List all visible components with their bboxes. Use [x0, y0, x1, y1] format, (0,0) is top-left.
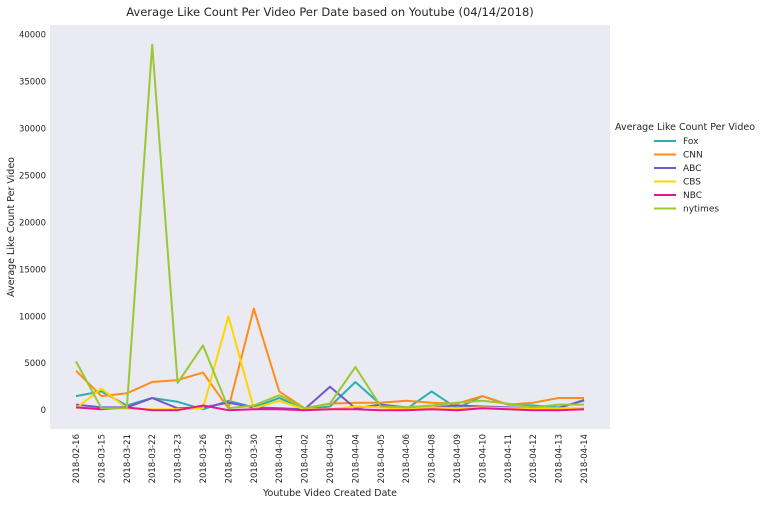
x-tick-label: 2018-04-04 — [351, 434, 361, 483]
plot-area — [50, 25, 610, 429]
y-tick-label: 25000 — [19, 171, 46, 181]
x-tick-label: 2018-04-03 — [326, 434, 336, 483]
x-tick-label: 2018-03-30 — [250, 434, 260, 483]
x-tick-label: 2018-04-08 — [428, 434, 438, 483]
y-tick-label: 30000 — [19, 124, 46, 134]
legend-title: Average Like Count Per Video — [615, 122, 755, 133]
x-tick-label: 2018-03-23 — [174, 434, 184, 483]
legend-label-nytimes: nytimes — [683, 205, 719, 215]
x-tick-label: 2018-04-09 — [453, 434, 463, 483]
x-tick-label: 2018-03-26 — [199, 434, 209, 483]
x-tick-label: 2018-03-15 — [97, 434, 107, 483]
x-tick-label: 2018-03-21 — [123, 434, 133, 483]
x-tick-label: 2018-04-01 — [275, 434, 285, 483]
x-tick-label: 2018-04-10 — [478, 434, 488, 483]
series-lines — [75, 43, 585, 412]
x-tick-label: 2018-03-22 — [148, 434, 158, 483]
x-tick-label: 2018-04-06 — [402, 434, 412, 483]
legend: Average Like Count Per Video Fox CNN ABC CB… — [615, 122, 755, 215]
legend-label-cbs: CBS — [683, 178, 701, 188]
y-tick-label: 10000 — [19, 312, 46, 322]
x-tick-label: 2018-04-11 — [504, 434, 514, 483]
legend-label-fox: Fox — [683, 137, 699, 147]
y-tick-label: 20000 — [19, 218, 46, 228]
x-tick-label: 2018-03-29 — [224, 434, 234, 483]
y-tick-labels: 0 5000 10000 15000 20000 25000 30000 35000 40000 — [19, 30, 46, 416]
y-axis-label: Average Like Count Per Video — [6, 157, 17, 297]
x-tick-label: 2018-04-02 — [301, 434, 311, 483]
legend-label-cnn: CNN — [683, 151, 703, 161]
y-tick-label: 15000 — [19, 265, 46, 275]
series-line-nytimes — [75, 43, 584, 410]
x-tick-label: 2018-04-05 — [377, 434, 387, 483]
legend-label-nbc: NBC — [683, 191, 702, 201]
y-tick-label: 5000 — [24, 359, 46, 369]
x-tick-label: 2018-04-14 — [580, 434, 590, 483]
x-axis-label: Youtube Video Created Date — [262, 488, 397, 499]
y-tick-label: 40000 — [19, 30, 46, 40]
legend-label-abc: ABC — [683, 164, 701, 174]
series-line-nbc — [75, 404, 585, 412]
x-tick-label: 2018-02-16 — [72, 434, 82, 483]
x-tick-labels: 2018-02-16 2018-03-15 2018-03-21 2018-03-22… — [72, 434, 590, 483]
x-tick-label: 2018-04-12 — [529, 434, 539, 483]
y-tick-label: 35000 — [19, 77, 46, 87]
chart-title: Average Like Count Per Video Per Date ba… — [126, 5, 534, 19]
x-tick-label: 2018-04-13 — [555, 434, 565, 483]
y-tick-label: 0 — [41, 406, 46, 416]
